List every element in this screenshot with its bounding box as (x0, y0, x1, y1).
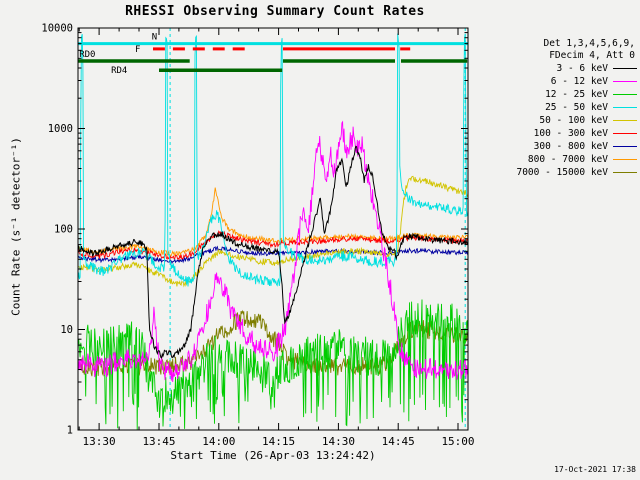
series-50-100keV (77, 175, 469, 288)
series-12-25keV (77, 299, 469, 430)
flag-label-RD4: RD4 (111, 66, 127, 76)
series-curves (77, 33, 469, 430)
series-25-50keV (77, 33, 469, 287)
legend-label: 50 - 100 keV (539, 115, 608, 126)
legend-swatch (613, 107, 637, 108)
legend-item: 50 - 100 keV (461, 114, 637, 127)
series-300-800keV (77, 245, 469, 265)
legend: Det 1,3,4,5,6,9, FDecim 4, Att 0 3 - 6 k… (461, 38, 637, 179)
legend-swatch (613, 172, 637, 173)
x-axis-label: Start Time (26-Apr-03 13:24:42) (170, 449, 376, 462)
legend-item: 300 - 800 keV (461, 140, 637, 153)
legend-item: 7000 - 15000 keV (461, 166, 637, 179)
x-tick-label: 14:30 (322, 435, 355, 448)
legend-item: 25 - 50 keV (461, 101, 637, 114)
legend-swatch (613, 133, 637, 134)
x-tick-label: 13:30 (83, 435, 116, 448)
series-100-300keV (77, 230, 469, 261)
y-tick-label: 100 (54, 224, 73, 236)
legend-header-decim: FDecim 4, Att 0 (549, 50, 635, 61)
y-tick-label: 10000 (41, 23, 73, 35)
legend-swatch (613, 81, 637, 82)
legend-swatch (613, 68, 637, 69)
x-tick-label: 15:00 (441, 435, 474, 448)
axes: 13:30 13:45 14:00 14:15 14:30 14:45 15:00 1 10 10… (41, 23, 474, 449)
legend-swatch (613, 146, 637, 147)
legend-label: 3 - 6 keV (556, 63, 608, 74)
legend-label: 6 - 12 keV (550, 76, 608, 87)
legend-label: 12 - 25 keV (545, 89, 608, 100)
y-tick-label: 1000 (48, 123, 73, 135)
creation-timestamp: 17-Oct-2021 17:38 (554, 465, 636, 474)
legend-label: 25 - 50 keV (545, 102, 608, 113)
x-tick-label: 13:45 (142, 435, 175, 448)
legend-header-detectors: Det 1,3,4,5,6,9, (543, 38, 635, 49)
legend-item: 100 - 300 keV (461, 127, 637, 140)
legend-label: 800 - 7000 keV (527, 154, 608, 165)
legend-item: 6 - 12 keV (461, 75, 637, 88)
legend-swatch (613, 159, 637, 160)
legend-label: 7000 - 15000 keV (516, 167, 608, 178)
y-tick-label: 1 (67, 425, 73, 437)
flag-label-N: N (152, 33, 157, 43)
y-tick-label: 10 (60, 324, 73, 336)
legend-swatch (613, 120, 637, 121)
x-tick-label: 14:45 (382, 435, 415, 448)
series-3-6keV (77, 145, 469, 359)
legend-item: 12 - 25 keV (461, 88, 637, 101)
legend-item: 800 - 7000 keV (461, 153, 637, 166)
x-tick-label: 14:00 (202, 435, 235, 448)
flag-label-RD0: RD0 (79, 50, 95, 60)
legend-label: 100 - 300 keV (533, 128, 608, 139)
flag-label-F: F (135, 45, 140, 55)
series-800-7000keV (77, 187, 469, 257)
chart-title: RHESSI Observing Summary Count Rates (125, 4, 425, 19)
legend-item: 3 - 6 keV (461, 62, 637, 75)
legend-swatch (613, 94, 637, 95)
x-tick-label: 14:15 (262, 435, 295, 448)
legend-items: 3 - 6 keV 6 - 12 keV 12 - 25 keV 25 - 50 ke… (461, 62, 637, 179)
flag-bars: N F RD0 RD4 (78, 33, 468, 76)
series-6-12keV (77, 120, 469, 383)
legend-label: 300 - 800 keV (533, 141, 608, 152)
